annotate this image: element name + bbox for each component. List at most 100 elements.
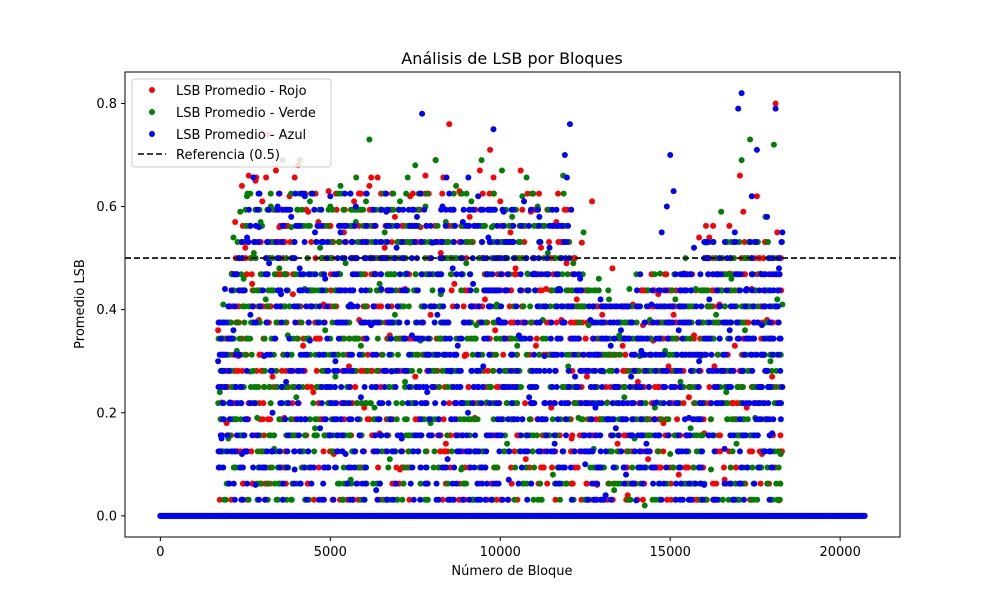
- data-point: [508, 335, 515, 342]
- data-point: [512, 265, 519, 272]
- data-point: [718, 208, 725, 215]
- data-point: [341, 335, 348, 342]
- data-point: [385, 400, 392, 407]
- data-point: [241, 319, 248, 326]
- data-point: [372, 432, 379, 439]
- data-point: [548, 404, 555, 411]
- data-point: [391, 271, 398, 278]
- data-point: [731, 342, 738, 349]
- data-point: [321, 271, 328, 278]
- data-point: [511, 496, 518, 503]
- data-point: [513, 303, 520, 310]
- data-point: [215, 327, 222, 334]
- data-point: [316, 222, 323, 229]
- data-point: [421, 496, 428, 503]
- data-point: [216, 496, 223, 503]
- data-point: [242, 244, 249, 251]
- data-point: [458, 287, 465, 294]
- data-point: [335, 190, 342, 197]
- data-point: [650, 480, 657, 487]
- data-point: [336, 480, 343, 487]
- data-point: [624, 492, 631, 499]
- data-point: [386, 383, 393, 390]
- data-point: [500, 351, 507, 358]
- data-point: [289, 383, 296, 390]
- data-point: [368, 238, 375, 245]
- data-point: [569, 480, 576, 487]
- data-point: [250, 287, 257, 294]
- data-point: [217, 335, 224, 342]
- data-point: [559, 383, 566, 390]
- data-point: [332, 373, 339, 380]
- data-point: [368, 174, 375, 181]
- data-point: [306, 198, 313, 205]
- data-point: [631, 448, 638, 455]
- data-point: [361, 383, 368, 390]
- data-point: [269, 373, 276, 380]
- data-point: [288, 224, 295, 231]
- data-point: [458, 238, 465, 245]
- data-point: [257, 271, 264, 278]
- data-point: [346, 363, 353, 370]
- data-point: [764, 238, 771, 245]
- data-point: [736, 416, 743, 423]
- data-point: [511, 448, 518, 455]
- data-point: [651, 404, 658, 411]
- data-point: [687, 367, 694, 374]
- data-point: [511, 271, 518, 278]
- data-point: [405, 303, 412, 310]
- data-point: [388, 238, 395, 245]
- data-point: [458, 190, 465, 197]
- data-point: [255, 287, 262, 294]
- data-point: [401, 464, 408, 471]
- data-point: [764, 480, 771, 487]
- data-point: [460, 206, 467, 213]
- data-point: [768, 367, 775, 374]
- data-point: [453, 182, 460, 189]
- data-point: [639, 496, 646, 503]
- data-point: [346, 335, 353, 342]
- data-point: [670, 311, 677, 318]
- data-point: [599, 311, 606, 318]
- data-point: [489, 367, 496, 374]
- data-point: [237, 208, 244, 215]
- data-point: [406, 496, 413, 503]
- data-point: [641, 502, 648, 509]
- data-point: [236, 335, 243, 342]
- data-point: [580, 229, 587, 236]
- data-point: [460, 303, 467, 310]
- data-point: [509, 213, 516, 220]
- data-point: [490, 319, 497, 326]
- data-point: [488, 224, 495, 231]
- data-point: [500, 448, 507, 455]
- data-point: [448, 448, 455, 455]
- data-point: [357, 342, 364, 349]
- data-point: [690, 464, 697, 471]
- data-point: [340, 464, 347, 471]
- data-point: [767, 358, 774, 365]
- data-point: [273, 383, 280, 390]
- data-point: [625, 448, 632, 455]
- data-point: [371, 404, 378, 411]
- data-point: [507, 319, 514, 326]
- data-point: [351, 448, 358, 455]
- data-point: [651, 383, 658, 390]
- data-point: [311, 448, 318, 455]
- data-point: [434, 222, 441, 229]
- data-point: [736, 496, 743, 503]
- data-point: [248, 351, 255, 358]
- data-point: [362, 198, 369, 205]
- data-point: [312, 425, 319, 432]
- data-point: [663, 367, 670, 374]
- data-point: [284, 464, 291, 471]
- data-point: [260, 400, 267, 407]
- data-point: [706, 383, 713, 390]
- data-point: [432, 157, 439, 164]
- data-point: [544, 249, 551, 256]
- data-point: [329, 319, 336, 326]
- data-point: [744, 367, 751, 374]
- data-point: [549, 206, 556, 213]
- data-points: [157, 90, 868, 519]
- data-point: [713, 311, 720, 318]
- data-point: [232, 512, 239, 519]
